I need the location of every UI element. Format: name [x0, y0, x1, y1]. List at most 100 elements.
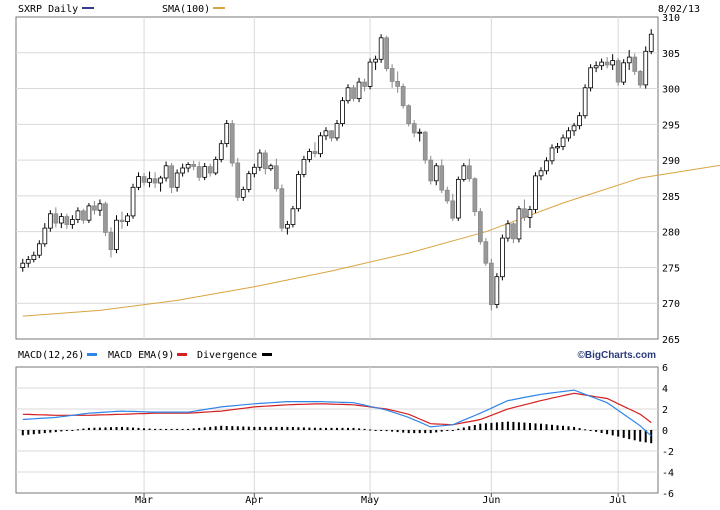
- x-tick-label: Jun: [482, 495, 500, 506]
- divergence-bar: [633, 430, 636, 441]
- candle: [378, 34, 384, 63]
- candle: [97, 199, 103, 216]
- divergence-bar: [424, 430, 427, 434]
- candle-body: [461, 165, 467, 180]
- candle-body: [224, 123, 230, 144]
- divergence-bar: [209, 426, 212, 430]
- candle: [279, 184, 285, 232]
- symbol-swatch: [82, 7, 94, 9]
- divergence-bar: [374, 430, 377, 431]
- candle-body: [566, 130, 571, 139]
- candle-body: [544, 160, 549, 172]
- candle-body: [483, 241, 489, 264]
- candle: [538, 167, 544, 181]
- divergence-bar: [313, 427, 316, 430]
- candle: [147, 171, 152, 188]
- candle: [202, 162, 208, 181]
- candle-body: [20, 262, 26, 268]
- divergence-bar: [269, 426, 272, 430]
- candle-body: [555, 146, 560, 149]
- candle-body: [488, 262, 494, 306]
- candle: [125, 213, 130, 226]
- candle-body: [494, 276, 500, 306]
- divergence-bar: [181, 428, 184, 430]
- divergence-bar: [54, 430, 57, 433]
- price-y-tick: 285: [662, 192, 680, 203]
- candle-body: [31, 254, 37, 261]
- divergence-bar: [115, 427, 118, 430]
- divergence-bar: [551, 424, 553, 431]
- price-y-tick: 270: [662, 299, 680, 310]
- candle-body: [511, 223, 516, 240]
- divergence-bar: [506, 421, 509, 430]
- candle-body: [262, 152, 268, 170]
- divergence-bar: [413, 430, 416, 434]
- candle: [318, 132, 323, 158]
- candle: [511, 222, 516, 244]
- x-tick-label: Apr: [245, 495, 263, 506]
- divergence-bar: [121, 426, 123, 430]
- candle-body: [86, 205, 92, 221]
- divergence-bar: [143, 428, 145, 431]
- divergence-bar: [468, 426, 471, 430]
- candle-body: [422, 131, 428, 161]
- candle: [362, 78, 367, 92]
- macd-ema-line: [22, 392, 652, 426]
- candle-body: [406, 105, 412, 124]
- divergence-bar: [231, 426, 234, 430]
- divergence-bar: [595, 430, 598, 432]
- candle: [395, 71, 401, 93]
- candle-body: [632, 56, 638, 72]
- candle-body: [273, 165, 279, 190]
- divergence-bar: [534, 423, 537, 430]
- candle-body: [533, 175, 538, 210]
- divergence-bar: [578, 428, 581, 430]
- divergence-bar: [93, 427, 96, 430]
- candle: [340, 97, 345, 127]
- candle: [560, 134, 566, 151]
- macd-line: [22, 389, 652, 437]
- candle-body: [59, 216, 64, 224]
- divergence-bar: [126, 427, 129, 430]
- divergence-bar: [440, 430, 443, 432]
- divergence-bar: [369, 429, 372, 431]
- candle-body: [582, 87, 588, 117]
- candle-body: [92, 205, 97, 211]
- divergence-bar: [352, 427, 355, 430]
- candle: [450, 193, 456, 221]
- candle: [213, 156, 219, 176]
- divergence-bar: [650, 430, 653, 444]
- divergence-bar: [220, 425, 223, 430]
- divergence-bar: [584, 429, 587, 431]
- candle-body: [307, 151, 312, 160]
- candle: [262, 150, 268, 175]
- divergence-bar: [253, 426, 256, 430]
- divergence-bar: [562, 425, 564, 430]
- divergence-bar: [258, 426, 261, 430]
- sma-label: SMA(100): [162, 4, 210, 15]
- candle-body: [312, 151, 318, 154]
- candle-body: [516, 208, 522, 240]
- candle-body: [53, 213, 59, 224]
- candle-body: [279, 188, 285, 229]
- divergence-bar: [363, 428, 366, 430]
- divergence-bar: [611, 430, 614, 436]
- candle: [345, 84, 351, 104]
- divergence-bar: [104, 427, 107, 430]
- price-y-tick: 280: [662, 228, 680, 239]
- candle: [428, 155, 434, 185]
- divergence-bar: [132, 427, 134, 430]
- candle: [251, 163, 257, 178]
- divergence-bar: [286, 426, 289, 430]
- divergence-bar: [170, 428, 173, 430]
- x-tick-label: May: [361, 495, 379, 506]
- candle: [169, 162, 174, 194]
- candle-body: [246, 173, 252, 190]
- candle: [119, 211, 125, 229]
- candle-body: [356, 81, 362, 99]
- candle-body: [296, 173, 301, 210]
- candle-body: [323, 130, 329, 137]
- price-y-tick: 305: [662, 49, 680, 60]
- candle-body: [240, 188, 246, 198]
